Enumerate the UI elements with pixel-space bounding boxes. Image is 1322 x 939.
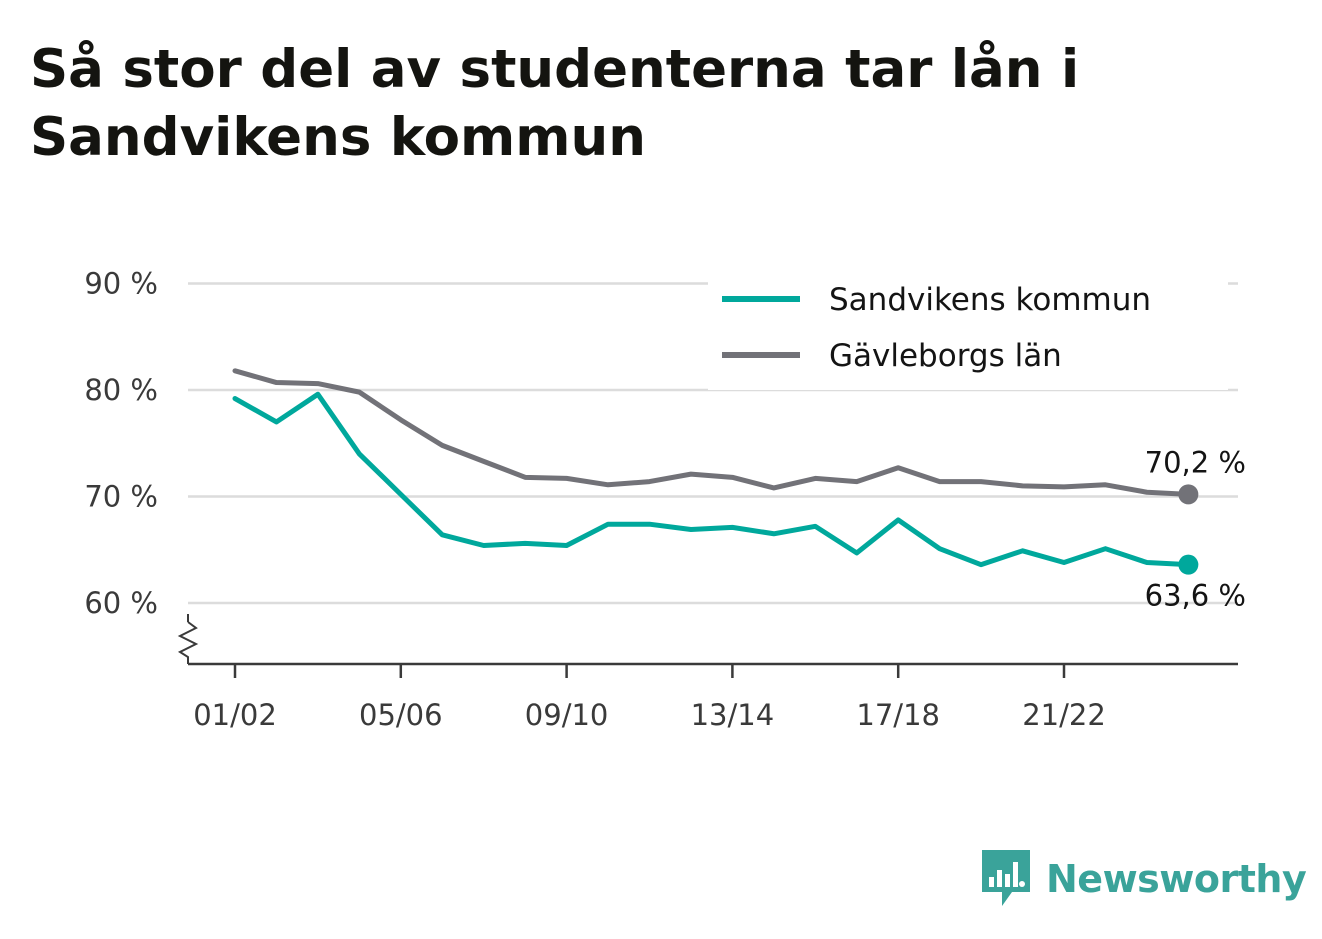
end-labels: 63,6 % 70,2 %: [1145, 445, 1246, 612]
newsworthy-logo-icon: [980, 848, 1032, 910]
series-line-0: [235, 394, 1188, 564]
axis-break-marker: [180, 622, 196, 664]
brand-name: Newsworthy: [1046, 857, 1306, 901]
end-point-marker: [1178, 555, 1198, 575]
y-tick-label: 70 %: [84, 480, 158, 514]
x-tick-label: 13/14: [691, 698, 775, 732]
series-lines: [235, 371, 1198, 575]
x-tick-label: 21/22: [1022, 698, 1106, 732]
legend-label: Gävleborgs län: [829, 338, 1062, 374]
y-tick-label: 60 %: [84, 586, 158, 620]
legend: Sandvikens kommun Gävleborgs län: [708, 272, 1228, 390]
x-axis: 01/02 05/06 09/10 13/14 17/18 21/22: [180, 614, 1238, 732]
x-tick-label: 05/06: [359, 698, 443, 732]
end-point-marker: [1178, 484, 1198, 504]
y-tick-label: 80 %: [84, 373, 158, 407]
x-tick-label: 17/18: [856, 698, 940, 732]
y-axis: 60 % 70 % 80 % 90 %: [84, 267, 158, 621]
y-tick-label: 90 %: [84, 267, 158, 301]
line-chart: 60 % 70 % 80 % 90 % 01/02 05/06 09/10 13/14 17/…: [0, 0, 1322, 939]
x-tick-label: 09/10: [525, 698, 609, 732]
x-tick-label: 01/02: [193, 698, 277, 732]
legend-label: Sandvikens kommun: [829, 282, 1151, 318]
brand-logo: Newsworthy: [980, 848, 1306, 910]
end-value-label: 70,2 %: [1145, 445, 1246, 479]
end-value-label: 63,6 %: [1145, 579, 1246, 613]
